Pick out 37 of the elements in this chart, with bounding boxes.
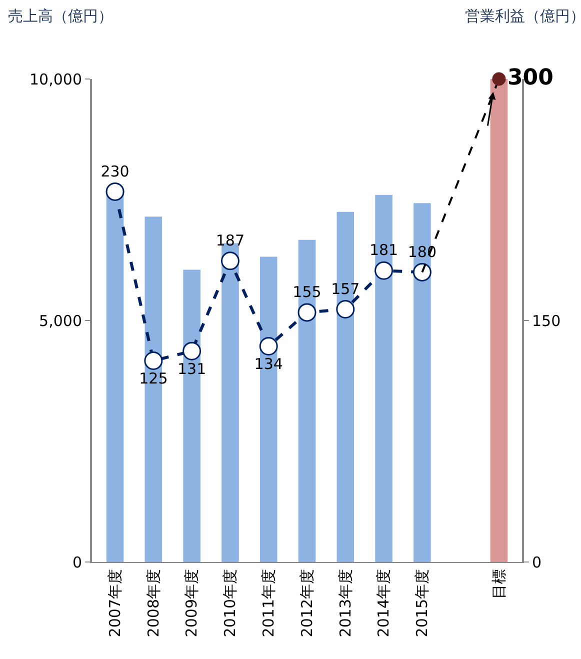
point xyxy=(220,252,240,270)
point xyxy=(182,342,202,360)
x-tick-label: 2008年度 xyxy=(144,569,162,638)
y2-tick-label: 150 xyxy=(532,312,561,330)
x-tick-label: 2014年度 xyxy=(374,569,393,638)
point xyxy=(106,182,124,201)
x-tick-label: 2012年度 xyxy=(298,569,316,638)
point xyxy=(298,303,316,322)
data-label: 155 xyxy=(292,283,322,302)
y-axis-title: 売上高（億円） xyxy=(8,7,113,25)
point xyxy=(412,262,432,282)
y2-axis-title: 営業利益（億円） xyxy=(465,7,581,25)
x-tick-label: 2010年度 xyxy=(221,569,240,638)
y2-tick-label: 0 xyxy=(532,553,542,572)
x-tick-label: 2015年度 xyxy=(413,569,432,638)
y-tick-label: 10,000 xyxy=(30,70,82,88)
data-label: 125 xyxy=(139,370,168,388)
x-tick-label: 2007年度 xyxy=(106,569,124,638)
data-label: 300 xyxy=(507,66,554,90)
point xyxy=(492,72,506,86)
x-tick-label: 目標 xyxy=(490,569,508,599)
bar xyxy=(490,79,508,562)
data-label: 134 xyxy=(254,355,283,374)
y-tick-label: 5,000 xyxy=(39,312,82,330)
point xyxy=(336,300,355,318)
data-label: 230 xyxy=(100,162,130,180)
data-label: 181 xyxy=(369,241,398,260)
x-tick-label: 2013年度 xyxy=(336,569,354,638)
y-tick-label: 0 xyxy=(72,553,82,572)
data-label: 131 xyxy=(178,360,206,378)
point xyxy=(144,352,163,370)
x-tick-label: 2009年度 xyxy=(182,569,201,638)
data-label: 157 xyxy=(331,280,360,298)
data-label: 187 xyxy=(216,232,245,250)
point xyxy=(259,337,278,356)
x-tick-label: 2011年度 xyxy=(259,569,278,638)
point xyxy=(374,261,394,280)
